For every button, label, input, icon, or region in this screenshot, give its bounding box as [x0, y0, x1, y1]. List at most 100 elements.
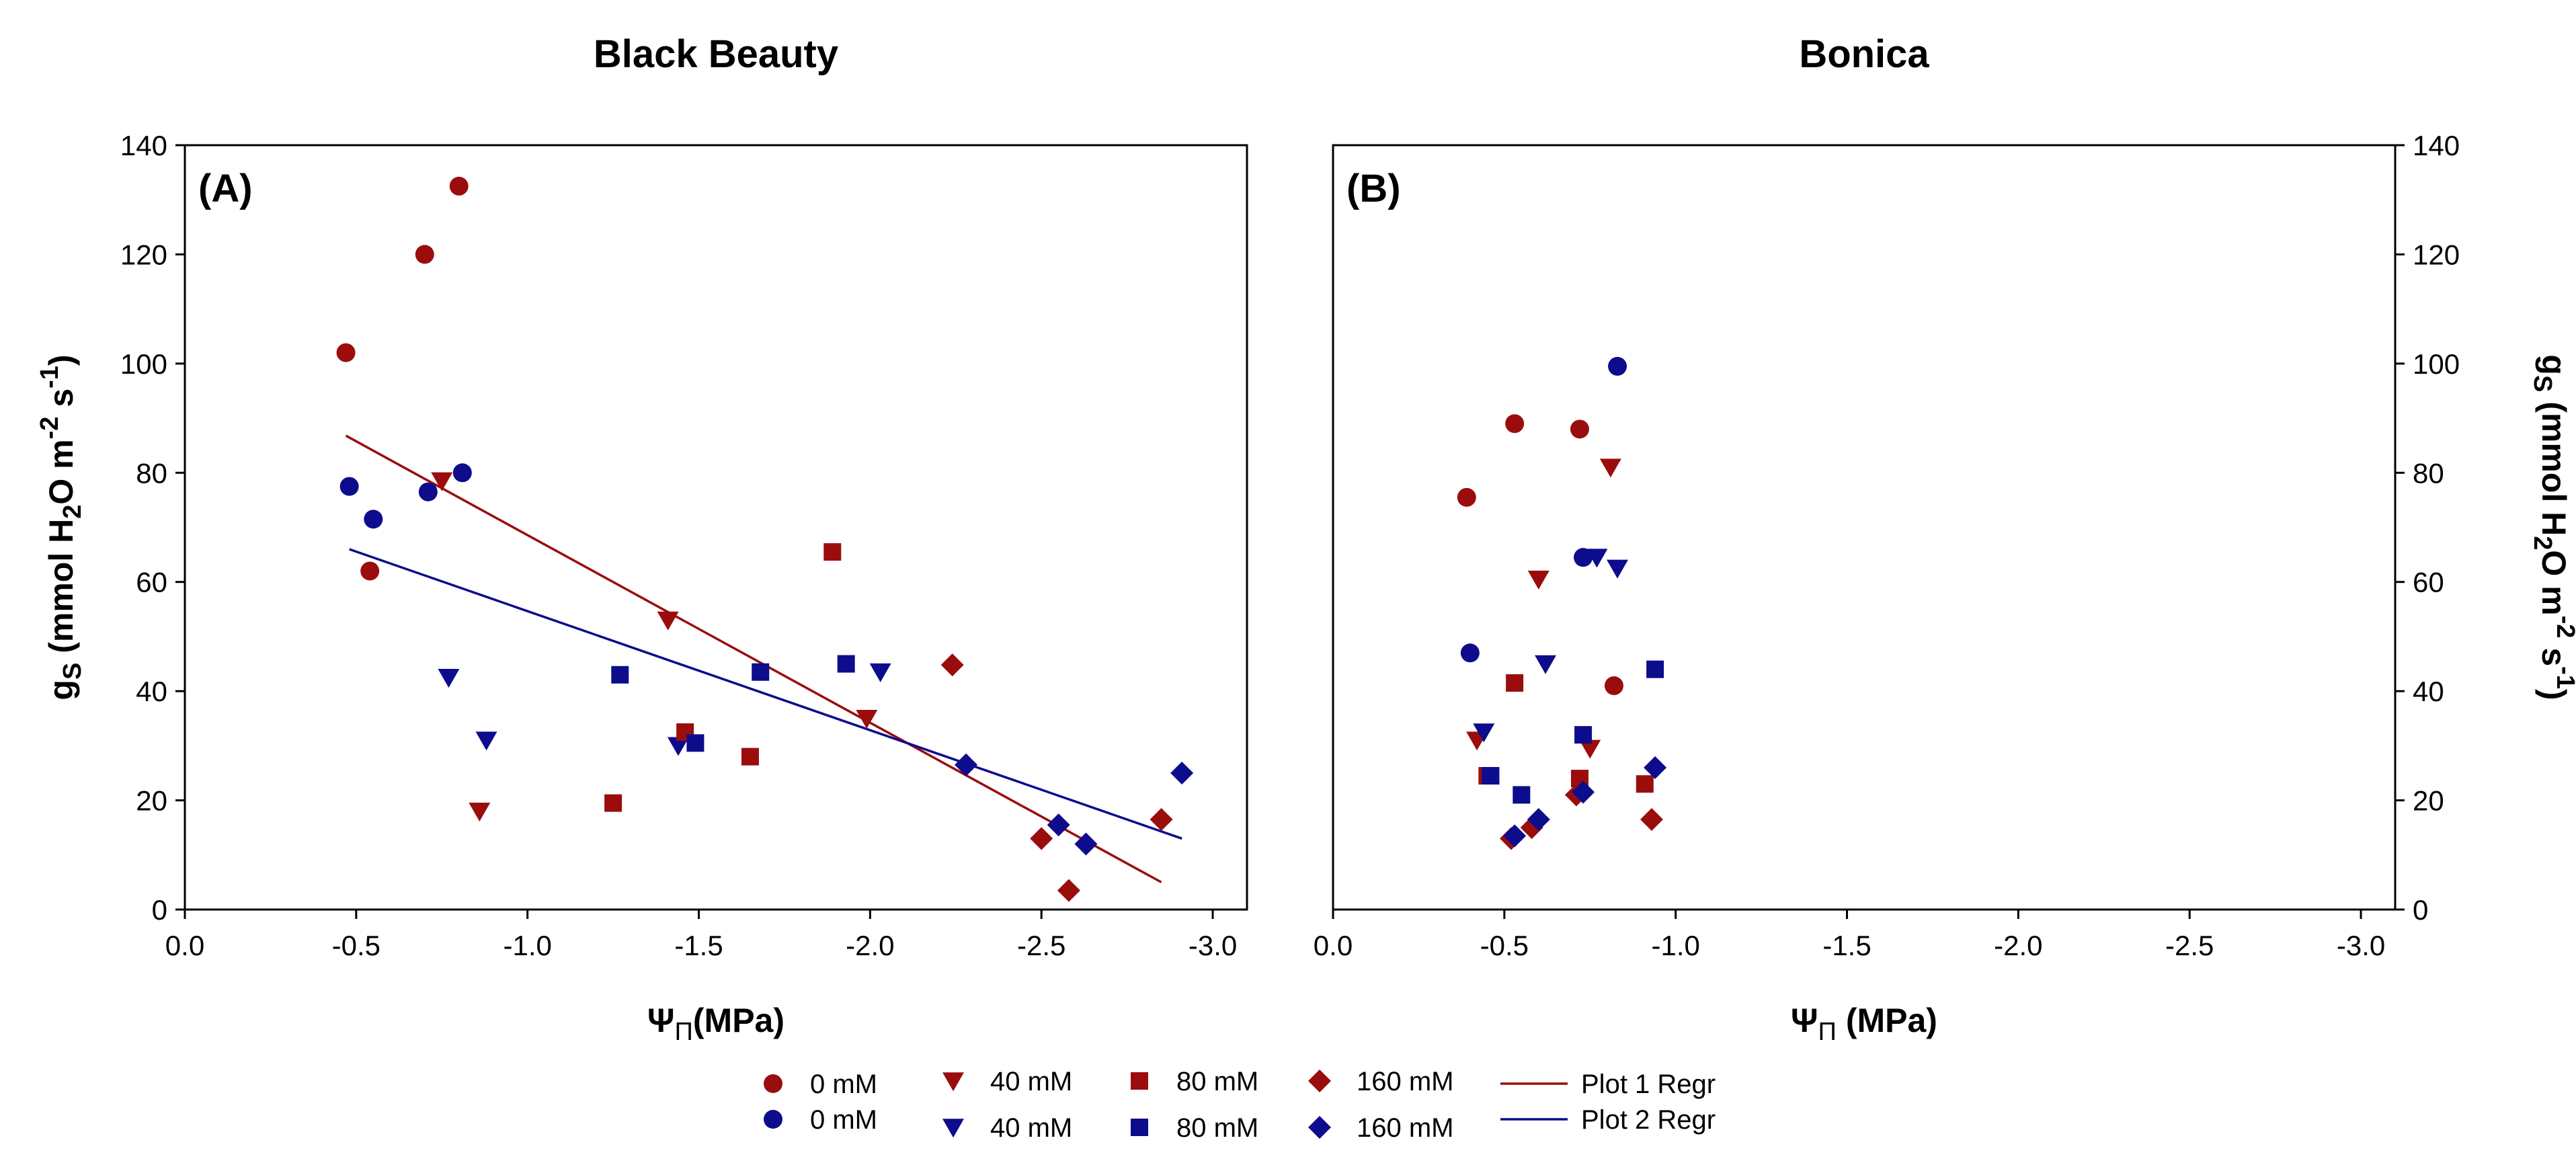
data-point: [1604, 676, 1623, 696]
data-point: [1047, 813, 1070, 837]
data-point: [869, 663, 891, 682]
data-point: [611, 666, 629, 684]
legend-label: 80 mM: [1176, 1113, 1258, 1143]
legend-label: Plot 1 Regr: [1581, 1070, 1716, 1099]
y-tick-label: 20: [136, 785, 167, 817]
data-point: [1513, 786, 1531, 804]
x-tick-label: -0.5: [1480, 930, 1529, 961]
data-point: [686, 734, 705, 752]
x-axis-title: ΨΠ(MPa): [647, 1002, 784, 1046]
data-point: [339, 477, 359, 496]
data-point: [449, 176, 469, 196]
data-point: [1074, 832, 1098, 856]
legend-marker: [1131, 1119, 1148, 1136]
legend-label: 0 mM: [810, 1105, 877, 1135]
data-point: [1030, 827, 1053, 850]
x-tick-label: -3.0: [1189, 930, 1237, 961]
y-tick-label: 140: [2413, 130, 2460, 161]
data-point: [1503, 824, 1527, 848]
data-point: [1608, 356, 1627, 376]
data-point: [1505, 414, 1525, 434]
panel-bonica: Bonica (B) 0.0 -0.5 -1.0 -1.5 -2.0 -2.5 -3.0 0 20 4…: [1314, 32, 2576, 1046]
legend-label: 40 mM: [990, 1067, 1072, 1096]
regression-line: [349, 548, 1182, 840]
plot-frame: [184, 144, 1248, 911]
data-point: [741, 748, 759, 766]
x-tick-label: -1.5: [674, 930, 723, 961]
x-tick-label: -1.0: [503, 930, 551, 961]
legend-label: 40 mM: [990, 1113, 1072, 1143]
data-point: [1570, 419, 1589, 439]
data-point: [364, 510, 383, 529]
data-point: [1527, 570, 1549, 590]
data-point: [1506, 674, 1524, 692]
y-tick-label: 0: [2413, 894, 2428, 926]
y-tick-label: 100: [2413, 348, 2460, 380]
legend-marker: [942, 1119, 964, 1138]
y-tick-label: 40: [136, 676, 167, 707]
panel-label: (A): [198, 167, 253, 210]
y-tick-label: 140: [120, 130, 167, 161]
y-tick-label: 120: [2413, 239, 2460, 270]
data-point: [1640, 807, 1663, 831]
data-point: [604, 794, 622, 812]
data-point: [667, 737, 689, 756]
data-point: [1586, 549, 1608, 568]
x-tick-label: 0.0: [1314, 930, 1353, 961]
y-axis-title: gS (mmol H2O m-2 s-1): [36, 354, 87, 700]
legend-label: 80 mM: [1176, 1067, 1258, 1096]
panel-title: Bonica: [1799, 32, 1929, 76]
data-point: [856, 709, 878, 729]
data-point: [1170, 761, 1194, 784]
data-point: [1150, 807, 1173, 831]
x-tick-label: -2.0: [1994, 930, 2042, 961]
data-point: [1646, 660, 1664, 678]
data-point: [360, 561, 380, 581]
data-point: [438, 669, 460, 688]
y-tick-label: 120: [120, 239, 167, 270]
data-point: [431, 472, 453, 491]
y-tick-label: 40: [2413, 676, 2444, 707]
y-tick-label: 80: [2413, 457, 2444, 489]
legend-marker: [764, 1074, 782, 1093]
legend-label: 160 mM: [1357, 1113, 1454, 1143]
x-axis-title: ΨΠ (MPa): [1791, 1002, 1937, 1046]
data-point: [475, 731, 497, 751]
data-point: [1057, 879, 1080, 902]
data-point: [955, 753, 978, 776]
legend-marker: [1308, 1070, 1331, 1092]
y-tick-label: 0: [152, 894, 167, 926]
data-point: [1535, 655, 1556, 674]
data-point: [1579, 739, 1601, 759]
data-point: [1460, 643, 1480, 663]
data-point: [452, 463, 472, 483]
y-tick-label: 80: [136, 457, 167, 489]
x-tick-label: -3.0: [2337, 930, 2385, 961]
data-point: [469, 803, 491, 822]
x-tick-label: -2.0: [846, 930, 894, 961]
data-point: [1607, 559, 1629, 579]
data-point: [418, 482, 438, 501]
data-point: [1636, 775, 1654, 793]
y-tick-label: 60: [2413, 567, 2444, 598]
data-point: [657, 611, 679, 631]
data-point: [1527, 807, 1550, 831]
data-point: [1574, 726, 1593, 744]
x-tick-label: -2.5: [1017, 930, 1065, 961]
data-point: [1482, 767, 1500, 785]
x-tick-label: -1.5: [1822, 930, 1871, 961]
x-tick-label: -0.5: [332, 930, 380, 961]
data-point: [336, 343, 356, 362]
legend-marker: [764, 1110, 782, 1129]
legend-marker: [942, 1072, 964, 1092]
panel-label: (B): [1346, 167, 1401, 210]
y-tick-label: 100: [120, 348, 167, 380]
data-point: [837, 655, 855, 673]
data-point: [415, 245, 434, 264]
y-tick-label: 60: [136, 567, 167, 598]
legend-marker: [1131, 1072, 1148, 1090]
legend-marker: [1308, 1116, 1331, 1139]
data-point: [1574, 548, 1593, 567]
x-tick-label: 0.0: [165, 930, 204, 961]
panel-black-beauty: Black Beauty (A) 0.0 -0.5 -1.0 -1.5 -2.0 -2.5 -3…: [36, 32, 1248, 1046]
